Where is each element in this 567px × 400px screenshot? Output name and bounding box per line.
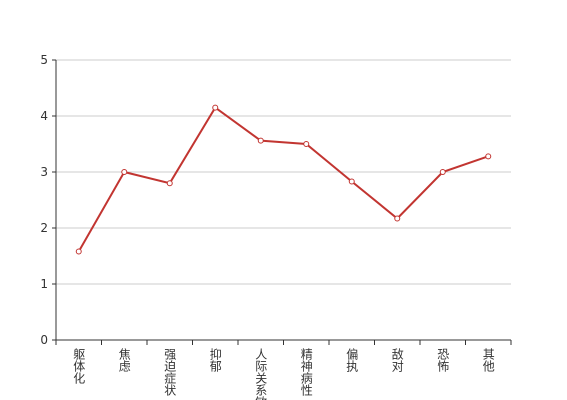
- point: [439, 169, 446, 175]
- x-tick-label: 焦虑: [117, 348, 131, 372]
- y-tick-label: 3: [40, 165, 48, 179]
- x-tick-label: 其他: [481, 348, 495, 372]
- x-tick-label: 精神病性: [299, 348, 313, 397]
- point: [75, 248, 82, 255]
- x-tick-label: 抑郁: [208, 347, 222, 373]
- y-tick-label: 2: [40, 221, 48, 235]
- point: [303, 141, 310, 147]
- point: [166, 180, 173, 187]
- x-tick-label: 恐怖: [436, 348, 450, 372]
- y-tick-label: 4: [40, 109, 48, 123]
- y-tick-label: 5: [40, 53, 48, 67]
- point: [485, 153, 492, 160]
- point: [257, 137, 264, 144]
- line: [77, 106, 489, 253]
- x-tick-label: 偏执: [345, 347, 359, 373]
- point: [348, 178, 355, 185]
- y-tick-label: 1: [40, 277, 48, 291]
- point: [212, 104, 219, 111]
- x-tick-label: 躯体化: [72, 347, 86, 385]
- x-tick-label: 强迫症状: [163, 348, 177, 396]
- y-tick-label: 0: [40, 333, 48, 347]
- point: [121, 169, 128, 175]
- x-tick-label: 人际关系敏感: [254, 348, 268, 400]
- x-tick-label: 敌对: [390, 347, 404, 372]
- point: [394, 215, 401, 222]
